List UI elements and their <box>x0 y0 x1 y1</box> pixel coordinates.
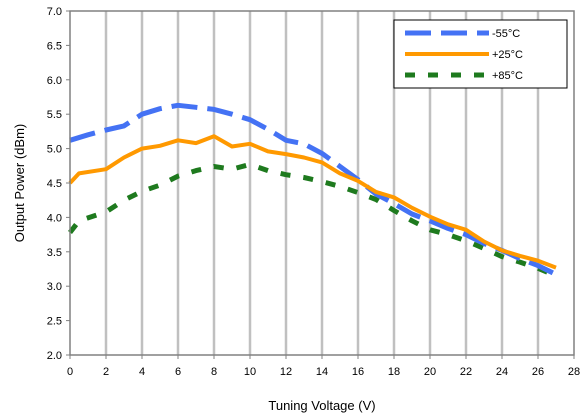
x-tick-label: 2 <box>103 366 109 378</box>
legend: -55°C +25°C +85°C <box>393 19 568 89</box>
series-line-2 <box>68 161 557 279</box>
x-tick-label: 24 <box>496 366 508 378</box>
y-tick-label: 2.5 <box>47 316 62 328</box>
x-tick-label: 28 <box>568 366 580 378</box>
series-line-0 <box>69 102 558 277</box>
y-tick-label: 5.0 <box>47 144 62 156</box>
y-tick-label: 3.0 <box>47 281 62 293</box>
y-tick-label: 2.0 <box>47 350 62 362</box>
x-axis-title: Tuning Voltage (V) <box>268 398 375 413</box>
x-tick-label: 12 <box>280 366 292 378</box>
series-layer <box>68 102 558 279</box>
legend-label: -55°C <box>492 28 520 40</box>
x-tick-label: 14 <box>316 366 328 378</box>
y-tick-label: 6.5 <box>47 40 62 52</box>
y-tick-label: 3.5 <box>47 247 62 259</box>
x-tick-label: 0 <box>67 366 73 378</box>
y-axis-title: Output Power (dBm) <box>12 124 27 243</box>
legend-label: +85°C <box>492 70 523 82</box>
x-tick-label: 16 <box>352 366 364 378</box>
y-tick-label: 6.0 <box>47 75 62 87</box>
y-tick-label: 4.0 <box>47 212 62 224</box>
y-tick-label: 4.5 <box>47 178 62 190</box>
x-tick-label: 22 <box>460 366 472 378</box>
x-tick-label: 4 <box>139 366 145 378</box>
legend-label: +25°C <box>492 49 523 61</box>
x-tick-label: 10 <box>244 366 256 378</box>
x-axis-ticks: 0 2 4 6 8 10 12 14 16 18 20 22 24 26 28 <box>67 355 580 378</box>
y-axis-ticks: 2.0 2.5 3.0 3.5 4.0 4.5 5.0 5.5 6.0 6.5 7.0 <box>47 6 70 362</box>
x-tick-label: 6 <box>175 366 181 378</box>
series-line-1 <box>68 134 557 270</box>
y-tick-label: 7.0 <box>47 6 62 18</box>
x-tick-label: 20 <box>424 366 436 378</box>
y-tick-label: 5.5 <box>47 109 62 121</box>
x-tick-label: 26 <box>532 366 544 378</box>
x-tick-label: 18 <box>388 366 400 378</box>
x-tick-label: 8 <box>211 366 217 378</box>
